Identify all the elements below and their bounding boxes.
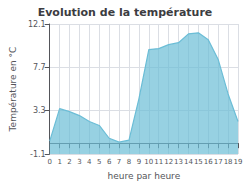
svg-text:5: 5 (97, 158, 101, 166)
svg-text:12: 12 (164, 158, 173, 166)
svg-text:3.3: 3.3 (33, 106, 46, 115)
svg-text:19: 19 (234, 158, 243, 166)
svg-text:6: 6 (107, 158, 112, 166)
svg-text:0: 0 (47, 158, 51, 166)
svg-text:2: 2 (67, 158, 71, 166)
svg-text:Température en °C: Température en °C (8, 47, 18, 133)
svg-text:16: 16 (204, 158, 213, 166)
svg-text:13: 13 (174, 158, 183, 166)
svg-text:3: 3 (77, 158, 81, 166)
svg-text:4: 4 (87, 158, 92, 166)
svg-text:7: 7 (117, 158, 121, 166)
svg-text:9: 9 (137, 158, 141, 166)
svg-text:7.7: 7.7 (33, 63, 46, 72)
svg-text:Evolution de la température: Evolution de la température (38, 6, 213, 19)
svg-text:1: 1 (57, 158, 61, 166)
svg-text:14: 14 (184, 158, 193, 166)
svg-text:10: 10 (144, 158, 153, 166)
svg-text:-1.1: -1.1 (30, 150, 46, 159)
svg-text:12.1: 12.1 (28, 20, 46, 29)
svg-text:8: 8 (127, 158, 131, 166)
svg-text:17: 17 (214, 158, 223, 166)
svg-text:15: 15 (194, 158, 203, 166)
svg-text:heure par heure: heure par heure (108, 171, 181, 181)
svg-text:11: 11 (154, 158, 163, 166)
svg-text:18: 18 (224, 158, 233, 166)
